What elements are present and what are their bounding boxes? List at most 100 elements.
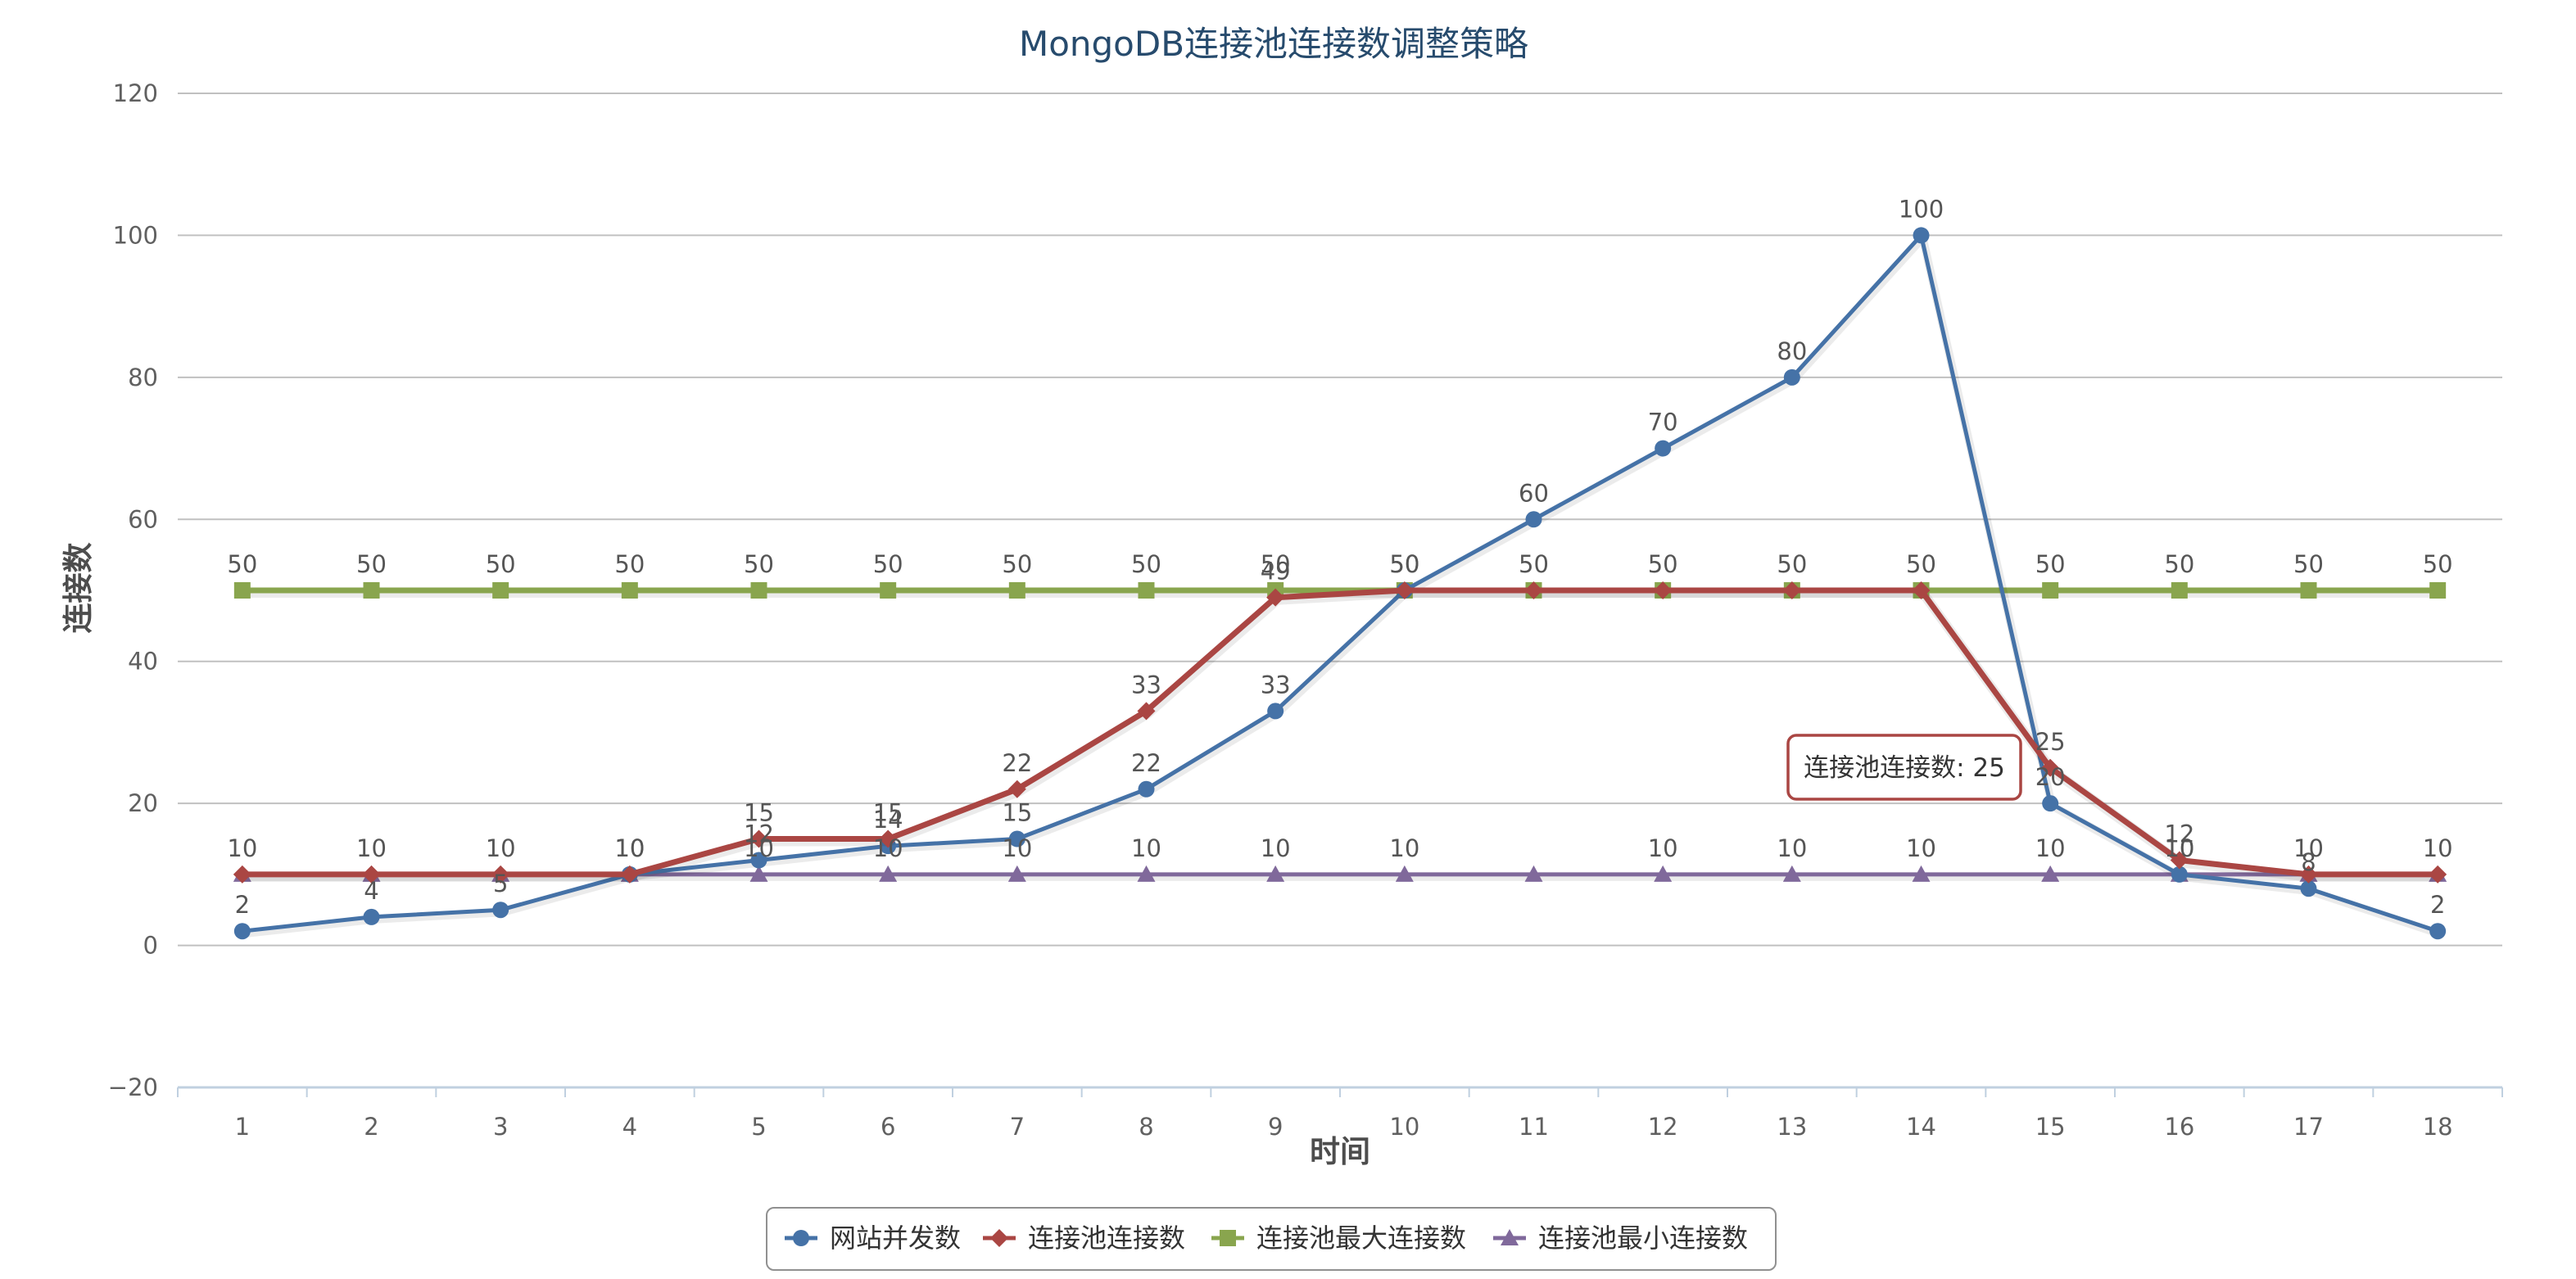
data-label: 8 [2301, 848, 2316, 876]
data-point [2171, 865, 2188, 883]
data-label: 50 [1906, 550, 1936, 578]
x-tick-label: 6 [881, 1113, 895, 1141]
data-label: 12 [2164, 820, 2194, 848]
data-point [1007, 780, 1026, 798]
data-point [363, 908, 380, 925]
legend-item-2[interactable]: 连接池最大连接数 [1211, 1223, 1466, 1254]
data-point [621, 582, 638, 599]
data-point [879, 829, 898, 848]
data-point [1267, 703, 1284, 720]
series-1 [233, 581, 2447, 884]
data-point [2041, 758, 2060, 777]
data-label: 5 [493, 870, 508, 897]
data-point [749, 829, 768, 848]
data-label: 10 [614, 834, 645, 862]
data-label: 50 [2423, 550, 2453, 578]
x-tick-label: 5 [751, 1113, 766, 1141]
data-label: 10 [1131, 834, 1161, 862]
x-tick-label: 15 [2035, 1113, 2066, 1141]
data-label: 50 [356, 550, 387, 578]
data-point [492, 902, 509, 919]
data-point [2429, 582, 2447, 599]
data-label: 10 [486, 834, 516, 862]
series-line [240, 233, 2440, 933]
data-label: 50 [614, 550, 645, 578]
legend-marker [990, 1229, 1008, 1247]
data-label: 10 [614, 834, 645, 862]
data-label: 70 [1648, 409, 1678, 436]
y-axis-title: 连接数 [61, 543, 96, 634]
data-label: 10 [356, 834, 387, 862]
data-label: 49 [1261, 558, 1291, 585]
legend: 网站并发数 连接池连接数 连接池最大连接数 连接池最小连接数 [766, 1207, 1777, 1271]
data-point [750, 582, 767, 599]
x-tick-label: 3 [493, 1113, 508, 1141]
data-label: 10 [227, 834, 257, 862]
data-label: 50 [1389, 550, 1419, 578]
y-tick-label: −20 [108, 1073, 158, 1101]
data-point [2429, 923, 2447, 940]
series-0 [233, 227, 2447, 940]
data-point [620, 865, 639, 884]
data-label: 50 [744, 550, 774, 578]
data-label: 50 [227, 550, 257, 578]
data-label: 50 [1519, 550, 1549, 578]
data-label: 60 [1519, 479, 1549, 507]
x-tick-label: 16 [2164, 1113, 2194, 1141]
data-label: 10 [2423, 834, 2453, 862]
data-label: 50 [873, 550, 903, 578]
data-label: 10 [1906, 834, 1936, 862]
data-point [2300, 880, 2317, 897]
data-point [1007, 865, 1026, 882]
data-label: 10 [1261, 834, 1291, 862]
legend-label: 连接池连接数 [1028, 1223, 1185, 1254]
x-tick-label: 2 [364, 1113, 378, 1141]
data-label: 33 [1261, 671, 1291, 698]
data-label: 15 [744, 799, 774, 827]
data-label: 10 [1777, 834, 1807, 862]
data-point [1266, 588, 1285, 607]
data-point [2042, 795, 2059, 812]
data-label: 10 [1002, 834, 1032, 862]
series-line [239, 587, 2441, 878]
data-point [750, 852, 767, 869]
tooltip: 连接池连接数: 25 [1786, 734, 2022, 801]
data-point [1654, 865, 1673, 882]
x-tick-label: 17 [2293, 1113, 2324, 1141]
data-label: 20 [2035, 763, 2066, 791]
data-point [1913, 227, 1930, 244]
legend-item-3[interactable]: 连接池最小连接数 [1493, 1223, 1748, 1254]
x-tick-label: 14 [1906, 1113, 1936, 1141]
series-layer [233, 227, 2447, 940]
data-label: 50 [486, 550, 516, 578]
data-point [880, 582, 897, 599]
data-point [1008, 830, 1025, 847]
legend-label: 连接池最小连接数 [1538, 1223, 1748, 1254]
data-point [2429, 865, 2447, 884]
data-point [233, 582, 251, 599]
data-point [1395, 865, 1414, 882]
data-point [363, 582, 380, 599]
data-label: 2 [235, 891, 250, 919]
y-tick-label: 20 [128, 789, 158, 817]
legend-label: 网站并发数 [830, 1223, 961, 1254]
legend-marker [793, 1230, 809, 1246]
data-label: 4 [364, 877, 378, 905]
data-point [1783, 368, 1800, 386]
data-point [2300, 582, 2317, 599]
chart-title: MongoDB连接池连接数调整策略 [1019, 24, 1528, 64]
data-point [2042, 582, 2059, 599]
data-point [233, 865, 251, 884]
data-point [1782, 581, 1801, 599]
y-tick-label: 100 [113, 221, 158, 249]
legend-item-0[interactable]: 网站并发数 [785, 1223, 961, 1254]
data-label: 50 [1648, 550, 1678, 578]
data-label: 100 [1899, 195, 1944, 223]
data-point [492, 582, 509, 599]
x-tick-label: 18 [2423, 1113, 2453, 1141]
data-point [1008, 582, 1025, 599]
x-axis-title: 时间 [1310, 1134, 1370, 1169]
y-tick-label: 40 [128, 648, 158, 676]
data-label: 25 [2035, 728, 2066, 756]
legend-item-1[interactable]: 连接池连接数 [983, 1223, 1185, 1254]
